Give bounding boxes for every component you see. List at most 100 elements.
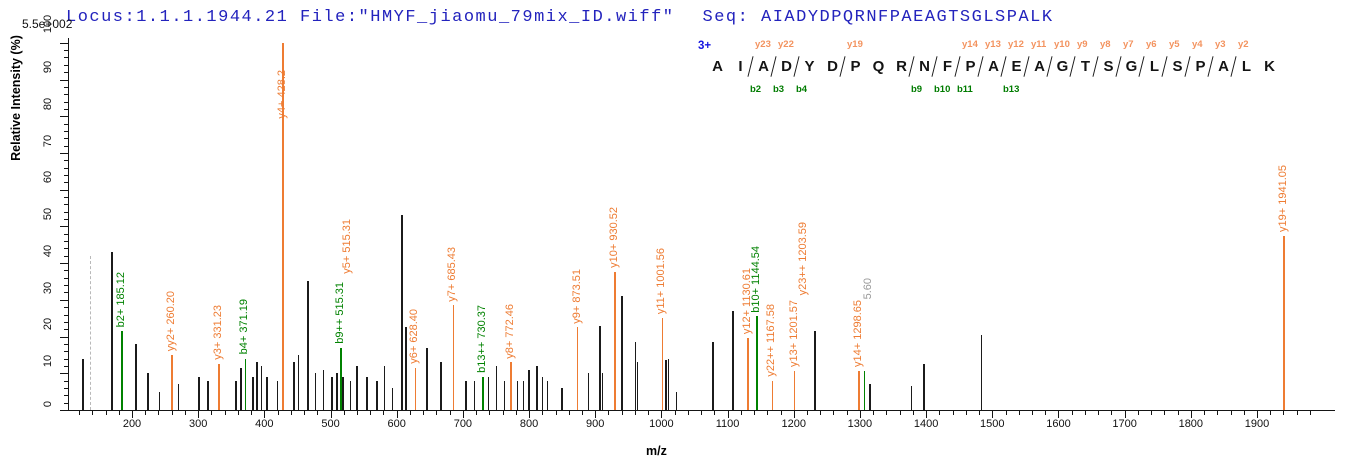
y-minor-tick <box>64 86 68 88</box>
x-minor-tick <box>1283 411 1285 415</box>
header-bar: Locus:1.1.1.1944.21 File:"HMYF_jiaomu_79… <box>66 8 1054 27</box>
x-minor-tick <box>714 411 716 415</box>
x-major-tick <box>1256 411 1258 418</box>
seq-residue: P <box>1195 58 1206 75</box>
spectrum-peak <box>636 362 639 410</box>
seq-residue: A <box>988 58 999 75</box>
y-minor-tick <box>64 307 68 309</box>
x-major-tick <box>264 411 266 418</box>
seq-residue: F <box>942 58 953 75</box>
x-minor-tick <box>634 411 636 415</box>
peak-label: yy2+ 260.20 <box>164 290 177 351</box>
fragment-cleavage-mark <box>1184 56 1191 77</box>
x-minor-tick <box>1031 411 1033 415</box>
seq-residue: S <box>1172 58 1183 75</box>
y-minor-tick <box>64 108 68 110</box>
x-major-tick <box>793 411 795 418</box>
x-major-tick <box>132 411 133 418</box>
spectrum-peak <box>261 365 263 410</box>
b-ion-label: b11 <box>957 84 973 95</box>
b-ion-label: b9 <box>911 84 923 95</box>
y-tick-label: 20 <box>42 318 54 331</box>
y-minor-tick <box>64 219 68 221</box>
spectrum-peak <box>814 331 816 410</box>
y-minor-tick <box>64 138 68 140</box>
x-major-tick <box>396 411 398 418</box>
x-minor-tick <box>277 411 279 415</box>
x-tick-label: 1300 <box>847 418 873 430</box>
x-axis-title: m/z <box>646 444 667 458</box>
spectrum-peak <box>82 358 84 410</box>
fragment-cleavage-mark <box>1023 56 1030 77</box>
x-minor-tick <box>290 411 292 415</box>
x-minor-tick <box>608 411 610 415</box>
x-minor-tick <box>1270 411 1272 415</box>
y-tick-label: 10 <box>42 354 54 368</box>
y-tick-label: 90 <box>42 61 54 74</box>
y-ion-label: y23 <box>755 39 771 50</box>
x-major-tick <box>330 411 332 418</box>
spectrum-peak <box>528 369 530 410</box>
x-minor-tick <box>899 411 901 415</box>
peak-label: y4+ 428.2 <box>276 70 288 119</box>
x-minor-tick <box>1111 411 1113 415</box>
x-minor-tick <box>1137 411 1139 415</box>
y-tick-label: 70 <box>42 134 54 147</box>
spectrum-peak <box>314 373 316 410</box>
seq-residue: D <box>827 58 838 75</box>
y-major-tick <box>60 373 68 375</box>
spectrum-peak <box>307 281 310 410</box>
y-minor-tick <box>64 167 68 169</box>
x-minor-tick <box>317 411 319 415</box>
seq-residue: A <box>758 58 769 75</box>
x-minor-tick <box>767 411 769 415</box>
y-minor-tick <box>64 72 68 74</box>
y-tick-label: 50 <box>42 208 54 221</box>
b-ion-label: b13 <box>1003 84 1020 95</box>
peak-label: y23++ 1203.59 <box>796 222 809 296</box>
x-tick-label: 300 <box>188 418 208 430</box>
x-minor-tick <box>939 411 941 415</box>
spectrum-peak <box>331 376 333 410</box>
spectrum-peak <box>452 305 454 410</box>
x-minor-tick <box>1098 411 1100 415</box>
y-ion-label: y10 <box>1054 39 1070 50</box>
fragment-cleavage-mark <box>977 56 984 77</box>
y-minor-tick <box>64 277 68 279</box>
spectrum-peak <box>587 373 590 410</box>
fragment-cleavage-mark <box>1046 56 1053 77</box>
x-minor-tick <box>489 411 491 415</box>
x-minor-tick <box>79 411 81 415</box>
x-minor-tick <box>1217 411 1219 415</box>
x-minor-tick <box>184 411 186 415</box>
y-minor-tick <box>64 285 68 287</box>
x-minor-tick <box>701 411 703 415</box>
x-tick-label: 1600 <box>1046 418 1071 430</box>
x-minor-tick <box>304 411 306 415</box>
spectrum-peak <box>376 380 378 410</box>
y-minor-tick <box>64 380 68 382</box>
y-minor-tick <box>64 255 68 257</box>
x-major-tick <box>859 411 861 418</box>
spectrum-peak <box>503 380 506 410</box>
y-ion-label: y13 <box>985 39 1001 50</box>
y-ion-label: y19 <box>847 39 863 50</box>
spectrum-peak <box>732 310 734 410</box>
x-tick-label: 1700 <box>1112 418 1137 430</box>
b-ion-label: b4 <box>796 84 808 95</box>
y-ion-label: y9 <box>1077 39 1088 50</box>
x-major-tick <box>198 411 200 418</box>
spectrum-peak <box>869 384 871 410</box>
x-minor-tick <box>542 411 544 415</box>
spectrum-peak <box>342 376 344 410</box>
x-minor-tick <box>1204 411 1206 415</box>
spectrum-peak <box>665 360 667 410</box>
fragment-cleavage-mark <box>747 56 754 77</box>
spectrum-peak <box>276 380 279 410</box>
x-minor-tick <box>158 411 160 415</box>
peak-label: y8+ 772.46 <box>503 303 516 359</box>
y-minor-tick <box>64 64 68 66</box>
x-minor-tick <box>1045 411 1047 415</box>
peak-label: b4+ 371.19 <box>238 299 251 355</box>
y-minor-tick <box>64 387 68 389</box>
